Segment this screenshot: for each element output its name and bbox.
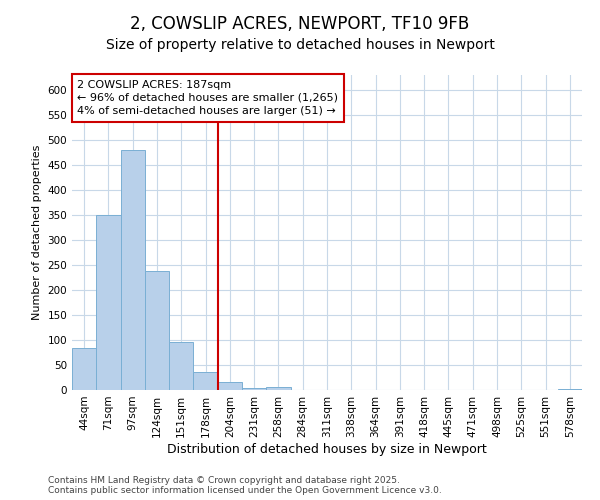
Bar: [193, 372, 218, 390]
Bar: [121, 150, 145, 390]
Y-axis label: Number of detached properties: Number of detached properties: [32, 145, 42, 320]
Bar: [266, 386, 290, 390]
Bar: [169, 342, 193, 390]
Text: Size of property relative to detached houses in Newport: Size of property relative to detached ho…: [106, 38, 494, 52]
Bar: [558, 388, 582, 390]
Bar: [72, 348, 96, 390]
Bar: [96, 215, 121, 390]
Bar: [145, 271, 169, 390]
Text: Contains HM Land Registry data © Crown copyright and database right 2025.
Contai: Contains HM Land Registry data © Crown c…: [48, 476, 442, 495]
Text: 2 COWSLIP ACRES: 187sqm
← 96% of detached houses are smaller (1,265)
4% of semi-: 2 COWSLIP ACRES: 187sqm ← 96% of detache…: [77, 80, 338, 116]
Bar: [218, 382, 242, 390]
Bar: [242, 388, 266, 390]
Text: 2, COWSLIP ACRES, NEWPORT, TF10 9FB: 2, COWSLIP ACRES, NEWPORT, TF10 9FB: [130, 15, 470, 33]
X-axis label: Distribution of detached houses by size in Newport: Distribution of detached houses by size …: [167, 442, 487, 456]
